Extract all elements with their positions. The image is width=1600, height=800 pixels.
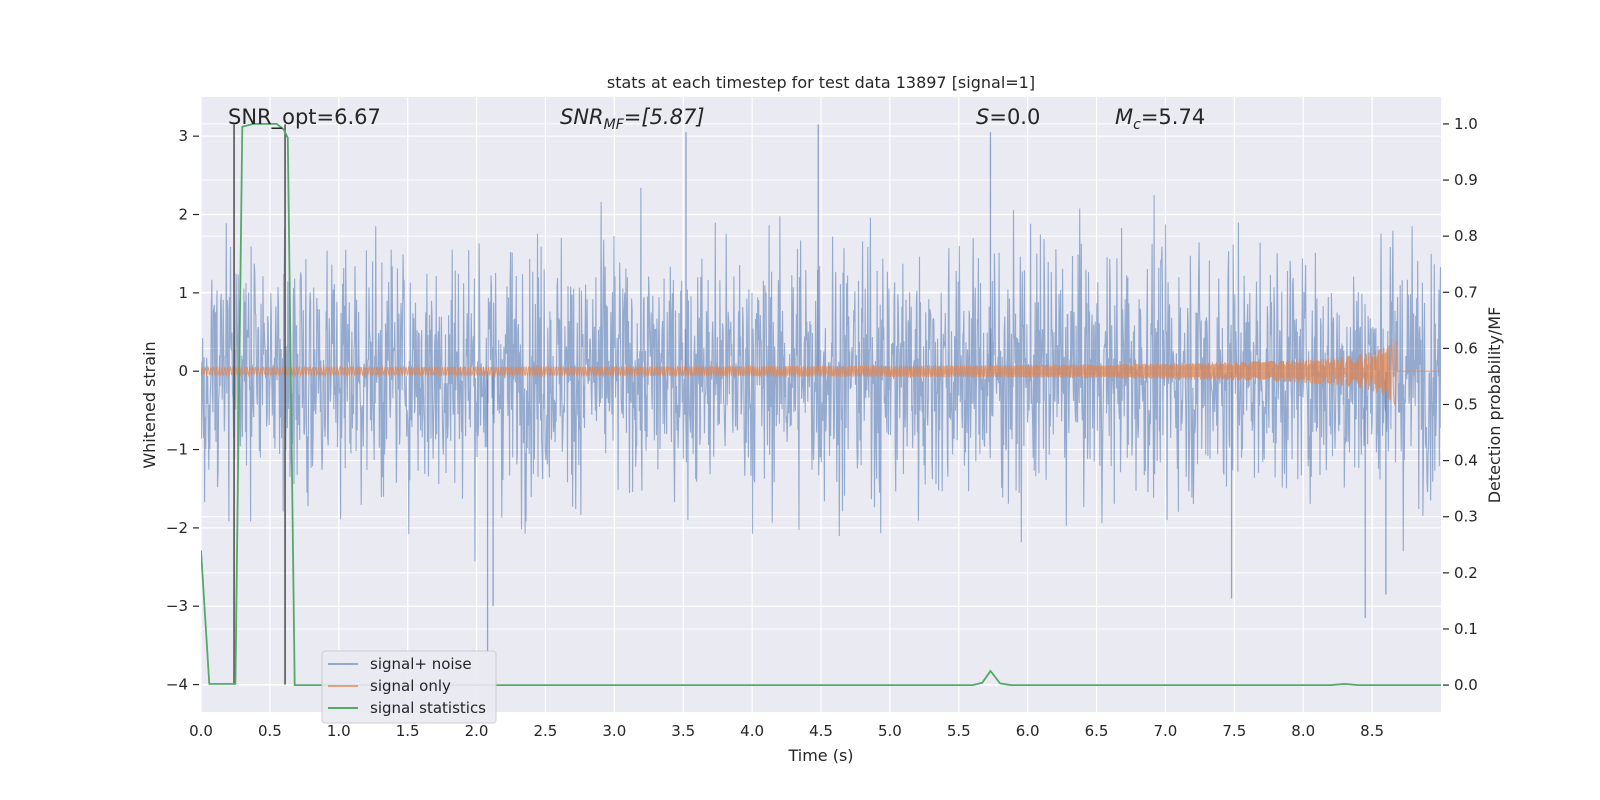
legend: signal+ noise signal only signal statist… bbox=[321, 650, 497, 724]
annotation-mc-sub: c bbox=[1133, 117, 1141, 133]
annotation-s-rest: =0.0 bbox=[989, 105, 1040, 129]
series-signal-statistics bbox=[201, 123, 1441, 686]
annotation-snr-mf-sub: MF bbox=[604, 117, 625, 133]
chart-title: stats at each timestep for test data 138… bbox=[607, 73, 1035, 92]
x-tick-label: 1.5 bbox=[396, 722, 420, 740]
axis-labels: 0.0 0.5 1.0 1.5 2.0 2.5 3.0 3.5 4.0 4.5 5.0 5.5 6.0 6… bbox=[166, 115, 1478, 740]
y2-tick-label: 0.2 bbox=[1454, 564, 1478, 582]
y2-tick-label: 0.7 bbox=[1454, 283, 1478, 301]
legend-entry-signal-statistics: signal statistics bbox=[370, 699, 486, 717]
legend-entry-signal-only: signal only bbox=[370, 677, 451, 695]
x-tick-label: 8.5 bbox=[1360, 722, 1384, 740]
x-tick-label: 3.5 bbox=[671, 722, 695, 740]
x-tick-label: 6.0 bbox=[1016, 722, 1040, 740]
y-tick-label: 2 bbox=[178, 206, 188, 224]
x-tick-label: 2.5 bbox=[534, 722, 558, 740]
x-axis-label: Time (s) bbox=[787, 746, 853, 765]
x-tick-label: 4.0 bbox=[740, 722, 764, 740]
y2-tick-label: 0.4 bbox=[1454, 452, 1478, 470]
y-tick-label: 3 bbox=[178, 127, 188, 145]
y2-tick-label: 0.3 bbox=[1454, 508, 1478, 526]
annotation-snr-mf-base: SNR bbox=[560, 105, 604, 129]
y2-tick-label: 0.0 bbox=[1454, 676, 1478, 694]
y-tick-label: 1 bbox=[178, 284, 188, 302]
x-tick-label: 7.0 bbox=[1154, 722, 1178, 740]
y2-tick-label: 0.6 bbox=[1454, 339, 1478, 357]
x-tick-label: 4.5 bbox=[809, 722, 833, 740]
y2-tick-label: 0.8 bbox=[1454, 227, 1478, 245]
x-tick-label: 5.5 bbox=[947, 722, 971, 740]
y2-tick-label: 1.0 bbox=[1454, 115, 1478, 133]
y2-tick-label: 0.9 bbox=[1454, 171, 1478, 189]
annotation-mc-base: M bbox=[1115, 105, 1133, 129]
annotation-s-base: S bbox=[976, 105, 989, 129]
y-tick-label: −1 bbox=[166, 441, 188, 459]
x-tick-label: 0.5 bbox=[258, 722, 282, 740]
x-tick-label: 6.5 bbox=[1085, 722, 1109, 740]
x-tick-label: 0.0 bbox=[189, 722, 213, 740]
x-tick-label: 2.0 bbox=[465, 722, 489, 740]
y2-axis-label: Detection probability/MF bbox=[1485, 307, 1504, 504]
x-tick-label: 1.0 bbox=[327, 722, 351, 740]
y-tick-label: 0 bbox=[178, 362, 188, 380]
legend-box bbox=[321, 650, 497, 724]
annotation-mc-rest: =5.74 bbox=[1141, 105, 1205, 129]
annotation-snr-mf-rest: =[5.87] bbox=[624, 105, 705, 129]
x-tick-label: 7.5 bbox=[1222, 722, 1246, 740]
y2-tick-label: 0.5 bbox=[1454, 396, 1478, 414]
annotation-snr-opt: SNR_opt=6.67 bbox=[228, 105, 381, 130]
annotation-snr-mf: SNRMF=[5.87] bbox=[560, 105, 705, 133]
series-signal-noise bbox=[201, 187, 1441, 562]
annotation-s: S=0.0 bbox=[976, 105, 1040, 129]
y-tick-label: −2 bbox=[166, 519, 188, 537]
series-signal-only bbox=[201, 339, 1441, 406]
annotation-mc: Mc=5.74 bbox=[1115, 105, 1205, 133]
series-layer bbox=[201, 123, 1441, 686]
y-tick-label: −4 bbox=[166, 676, 188, 694]
x-tick-label: 8.0 bbox=[1291, 722, 1315, 740]
y-axis-label: Whitened strain bbox=[140, 341, 159, 468]
x-tick-label: 5.0 bbox=[878, 722, 902, 740]
y-tick-label: −3 bbox=[166, 597, 188, 615]
legend-entry-signal-noise: signal+ noise bbox=[370, 655, 472, 673]
y2-tick-label: 0.1 bbox=[1454, 620, 1478, 638]
x-tick-label: 3.0 bbox=[602, 722, 626, 740]
